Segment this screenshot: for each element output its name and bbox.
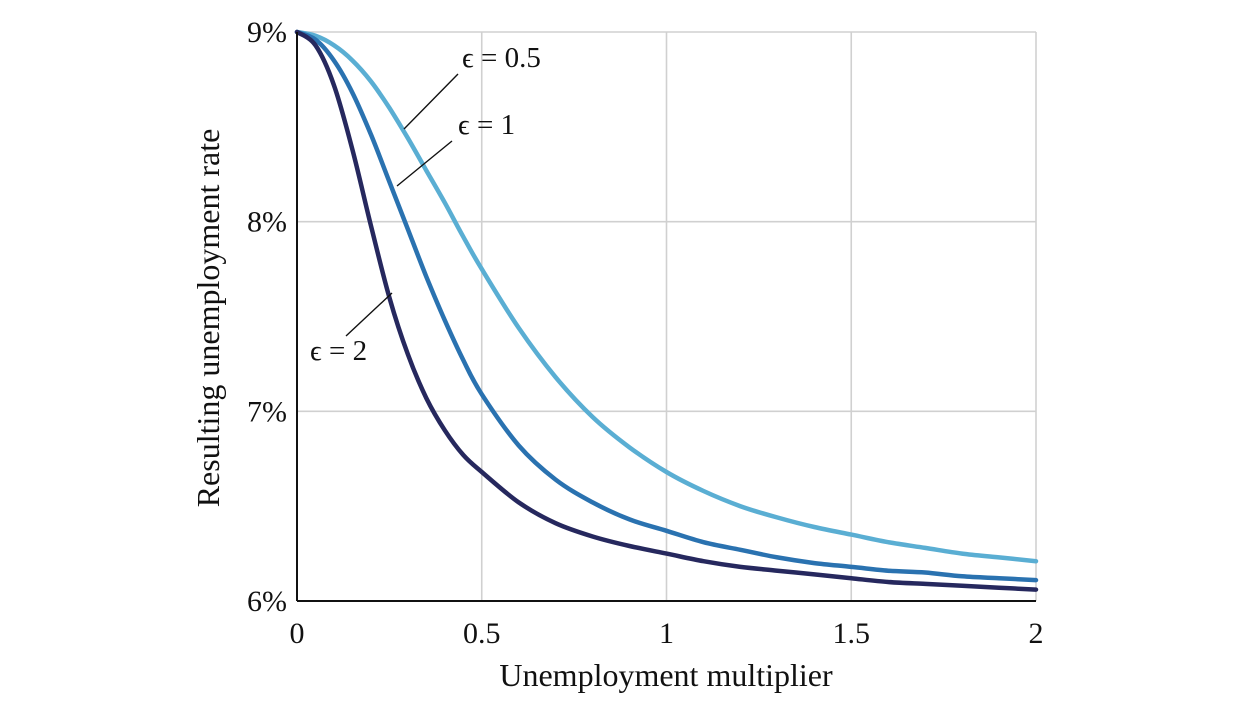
- series-line-eps-0-5: [294, 29, 1039, 564]
- label-eps-0-5: ϵ = 0.5: [462, 42, 541, 74]
- x-tick-label: 0.5: [463, 617, 501, 650]
- series-line-eps-2: [294, 29, 1039, 592]
- label-eps-2: ϵ = 2: [310, 335, 367, 367]
- grid: [297, 31, 1037, 601]
- y-tick-label: 8%: [247, 206, 287, 239]
- y-tick-label: 6%: [247, 585, 287, 618]
- leader-line: [396, 140, 453, 187]
- leader-line: [345, 292, 393, 337]
- x-tick-label: 0: [290, 617, 305, 650]
- series-lines: [294, 29, 1039, 592]
- series-line-eps-1: [294, 29, 1039, 583]
- leader-line: [403, 73, 459, 130]
- x-axis-title: Unemployment multiplier: [499, 657, 833, 693]
- x-tick-label: 1: [659, 617, 674, 650]
- annotations: ϵ = 0.5 ϵ = 1 ϵ = 2: [310, 42, 541, 367]
- y-tick-label: 9%: [247, 16, 287, 49]
- y-tick-label: 7%: [247, 395, 287, 428]
- axes: [296, 32, 1036, 602]
- tick-labels: 0 0.5 1 1.5 2 6% 7% 8% 9%: [247, 16, 1044, 650]
- x-tick-label: 1.5: [833, 617, 871, 650]
- x-tick-label: 2: [1029, 617, 1044, 650]
- label-eps-1: ϵ = 1: [458, 109, 515, 141]
- y-axis-title: Resulting unemployment rate: [190, 129, 226, 508]
